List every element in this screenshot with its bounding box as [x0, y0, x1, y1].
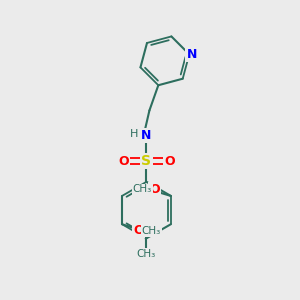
Text: O: O: [133, 224, 144, 237]
Text: CH₃: CH₃: [132, 184, 152, 194]
Text: O: O: [164, 154, 175, 167]
Text: N: N: [187, 48, 197, 61]
Text: N: N: [141, 129, 152, 142]
Text: CH₃: CH₃: [142, 226, 161, 236]
Text: H: H: [130, 129, 139, 139]
Text: O: O: [149, 183, 160, 196]
Text: O: O: [118, 154, 129, 167]
Text: S: S: [141, 154, 152, 168]
Text: CH₃: CH₃: [137, 249, 156, 259]
